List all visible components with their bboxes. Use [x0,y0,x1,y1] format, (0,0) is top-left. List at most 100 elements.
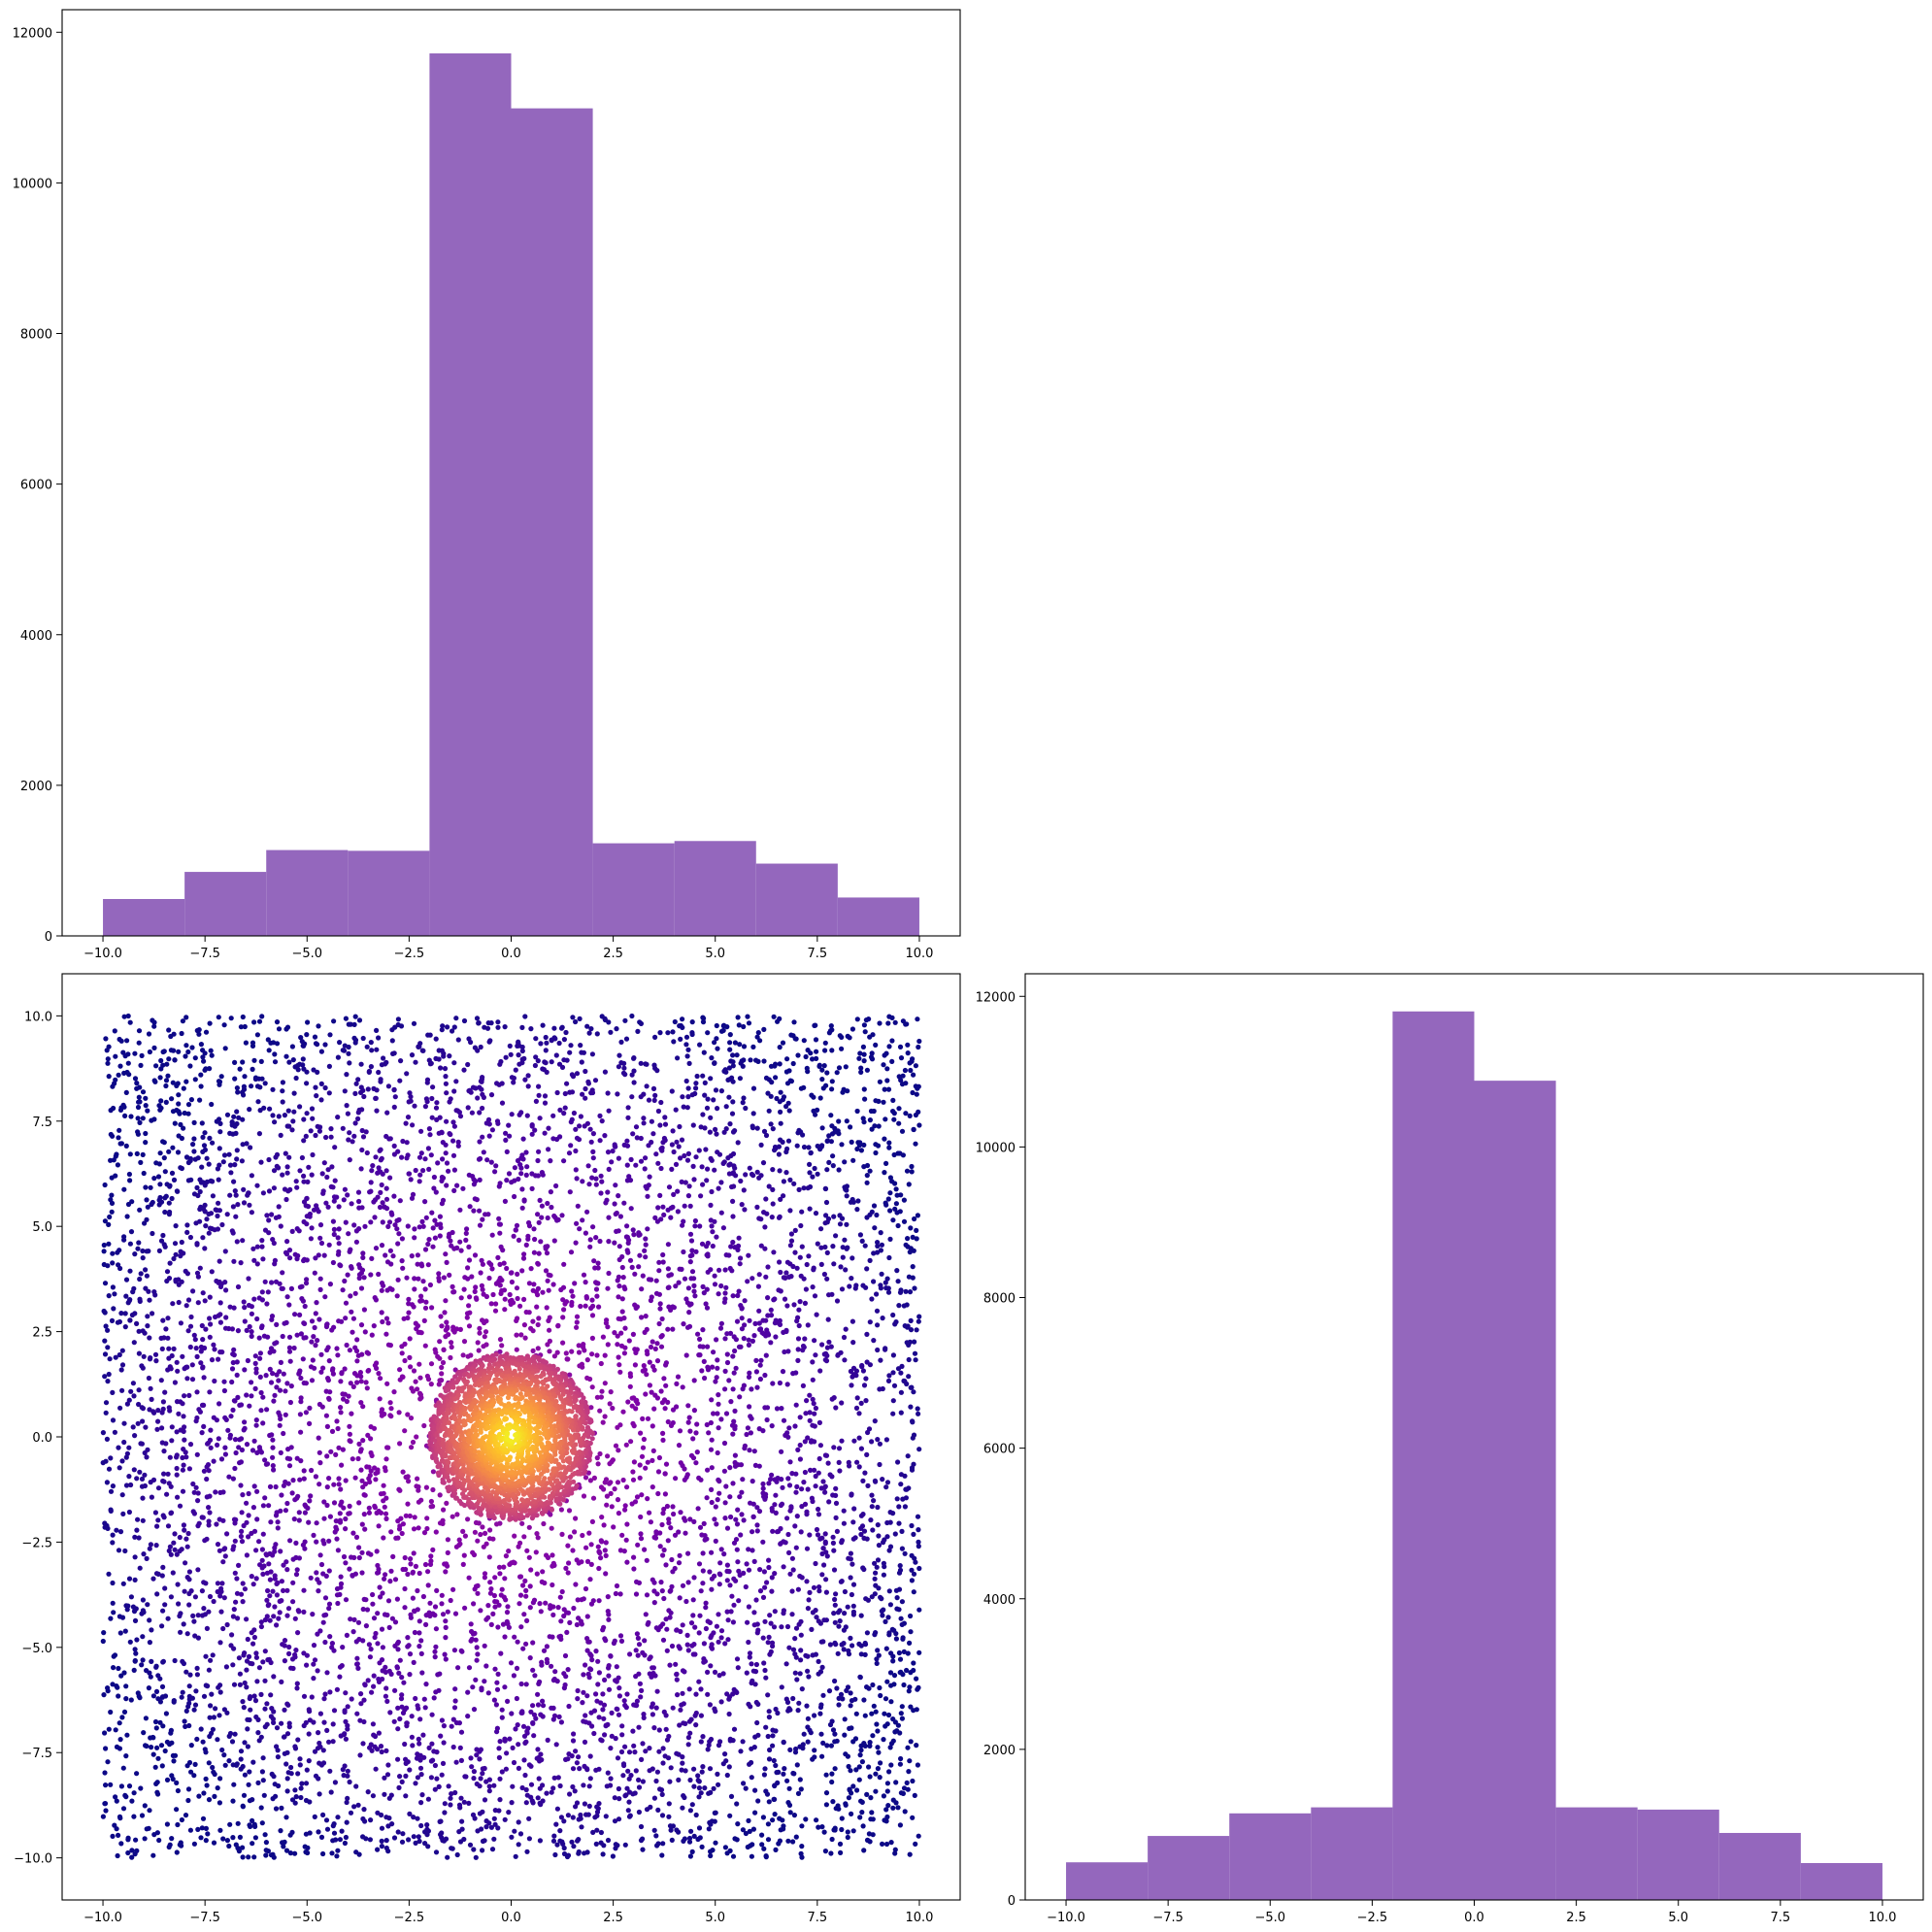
scatter-point [238,1024,244,1030]
scatter-point [722,1641,728,1647]
top-hist-x-tick-label: 5.0 [705,947,725,961]
scatter-point [764,1416,770,1423]
scatter-point [183,1536,189,1542]
scatter-point [454,1851,460,1858]
scatter-point [306,1758,312,1764]
scatter-point [916,1539,921,1545]
scatter-point [159,1573,165,1579]
scatter-point [121,1014,127,1019]
scatter-point [200,1515,206,1520]
scatter-point [693,1081,699,1086]
scatter-point [301,1173,307,1179]
scatter-point [166,1276,173,1282]
scatter-point [187,1672,193,1678]
scatter-point [347,1130,352,1136]
scatter-point [606,1673,612,1679]
scatter-point [787,1459,793,1465]
scatter-point [224,1212,230,1217]
scatter-point [800,1348,806,1353]
scatter-point [257,1084,263,1090]
scatter-point [875,1243,881,1249]
scatter-point [104,1048,110,1053]
scatter-point [638,1158,645,1164]
scatter-point [191,1773,197,1779]
scatter-point [199,1588,205,1594]
scatter-point [169,1424,175,1430]
scatter-point [898,1790,905,1796]
scatter-point [762,1405,768,1411]
scatter-point [271,1854,277,1860]
scatter-point [244,1141,250,1147]
scatter-point [172,1241,179,1247]
scatter-point [896,1520,902,1526]
scatter-point [380,1171,385,1177]
scatter-point [493,1163,499,1169]
scatter-point [695,1778,701,1783]
scatter-point [682,1152,687,1159]
scatter-point [808,1150,814,1156]
scatter-point [285,1606,292,1612]
scatter-point [160,1658,166,1664]
scatter-point [328,1789,334,1795]
scatter-point [602,1677,608,1682]
scatter-point [231,1352,237,1358]
scatter-point [214,1118,219,1124]
scatter-point [229,1379,235,1385]
scatter-point [148,1735,153,1741]
scatter-point [850,1609,857,1615]
scatter-point [231,1646,237,1651]
scatter-point [480,1848,485,1853]
scatter-point [221,1379,227,1384]
scatter-point [573,1018,579,1025]
scatter-point [104,1436,110,1442]
scatter-point [915,1213,921,1218]
scatter-point [251,1627,257,1633]
scatter-point [357,1717,363,1723]
scatter-point [693,1691,699,1697]
scatter-point [286,1059,292,1065]
scatter-point [266,1503,272,1509]
scatter-point [870,1682,876,1688]
scatter-point [345,1773,350,1779]
scatter-point [861,1086,867,1092]
scatter-point [685,1735,692,1741]
scatter-point [862,1470,868,1476]
scatter-point [885,1803,891,1809]
scatter-point [345,1192,350,1198]
scatter-point [762,1667,768,1674]
scatter-point [792,1670,798,1676]
scatter-point [173,1223,179,1229]
scatter-point [708,1202,714,1208]
scatter-point [132,1050,138,1056]
scatter-point [264,1701,270,1707]
scatter-point [105,1759,111,1765]
scatter-point [138,1785,144,1791]
scatter-point [115,1852,120,1859]
scatter-point [841,1520,848,1526]
scatter-point [160,1723,166,1729]
scatter-point [183,1708,189,1714]
scatter-point [673,1661,679,1667]
scatter-point [297,1104,303,1110]
scatter-point [535,1795,541,1801]
scatter-point [557,1828,563,1834]
scatter-point [145,1108,150,1114]
scatter-point [858,1651,864,1657]
scatter-point [423,1682,429,1687]
scatter-point [204,1476,210,1482]
scatter-point [133,1837,139,1843]
scatter-point [254,1679,260,1684]
scatter-point [614,1026,619,1032]
scatter-point [694,1073,700,1080]
scatter-point [642,1166,648,1172]
scatter-point [167,1408,173,1414]
scatter-point [208,1657,214,1663]
scatter-point [450,1716,456,1722]
scatter-point [561,1850,568,1857]
scatter-point [221,1707,227,1713]
scatter-point [259,1289,265,1295]
scatter-point [768,1340,774,1346]
scatter-point [179,1135,184,1142]
scatter-point [261,1792,267,1798]
scatter-point [912,1216,917,1222]
